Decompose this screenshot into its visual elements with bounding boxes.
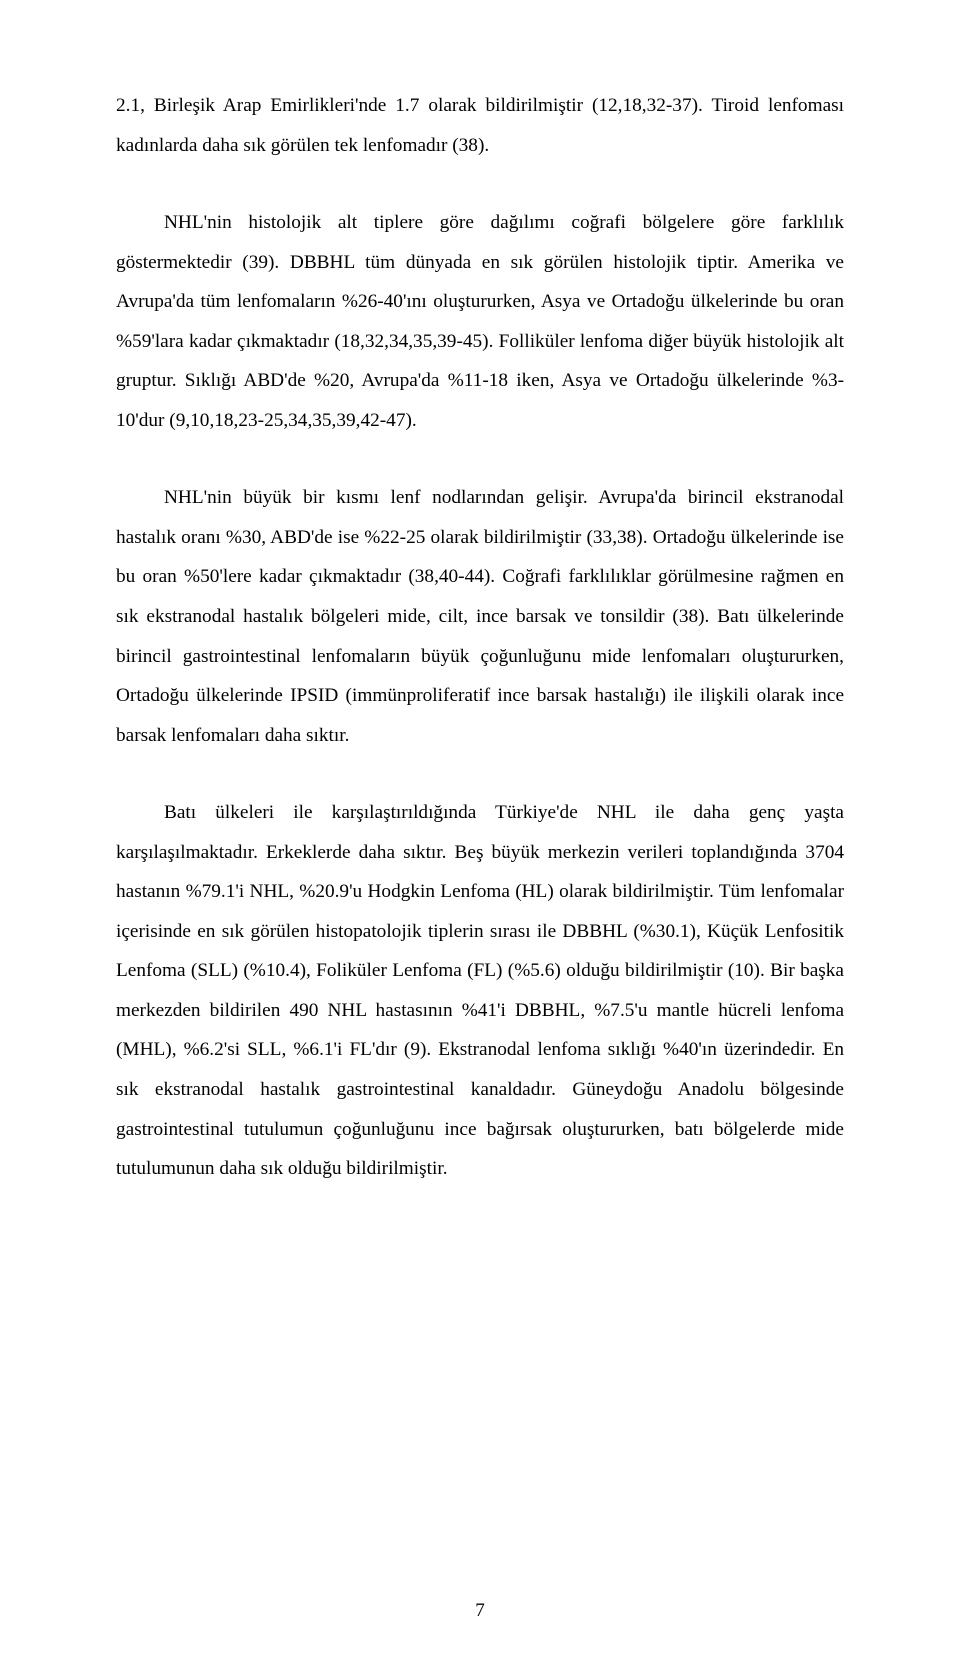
- paragraph-3-text: NHL'nin büyük bir kısmı lenf nodlarından…: [116, 487, 844, 745]
- paragraph-2: NHL'nin histolojik alt tiplere göre dağı…: [116, 203, 844, 440]
- paragraph-2-text: NHL'nin histolojik alt tiplere göre dağı…: [116, 212, 844, 431]
- paragraph-3: NHL'nin büyük bir kısmı lenf nodlarından…: [116, 478, 844, 755]
- page-number: 7: [0, 1601, 960, 1620]
- paragraph-1: 2.1, Birleşik Arap Emirlikleri'nde 1.7 o…: [116, 86, 844, 165]
- page: 2.1, Birleşik Arap Emirlikleri'nde 1.7 o…: [0, 0, 960, 1670]
- paragraph-4: Batı ülkeleri ile karşılaştırıldığında T…: [116, 793, 844, 1188]
- paragraph-4-text: Batı ülkeleri ile karşılaştırıldığında T…: [116, 802, 844, 1179]
